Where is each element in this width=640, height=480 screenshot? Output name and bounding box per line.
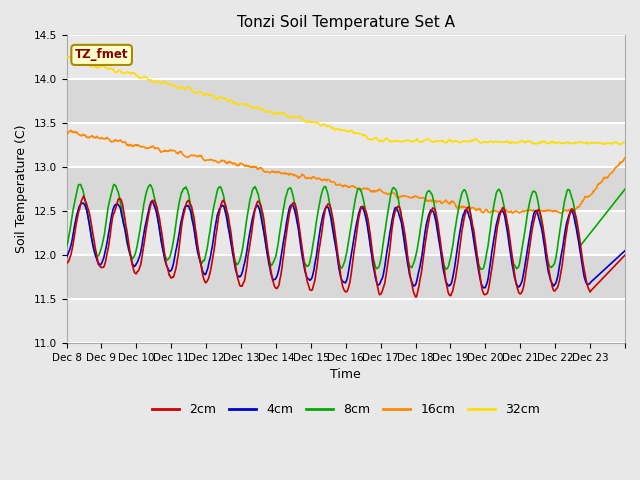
- Bar: [67, 255, 625, 299]
- Bar: [67, 123, 625, 167]
- Title: Tonzi Soil Temperature Set A: Tonzi Soil Temperature Set A: [237, 15, 455, 30]
- X-axis label: Time: Time: [330, 368, 361, 381]
- Bar: [67, 79, 625, 123]
- Bar: [67, 211, 625, 255]
- Bar: [67, 299, 625, 343]
- Bar: [67, 36, 625, 79]
- Text: TZ_fmet: TZ_fmet: [75, 48, 129, 61]
- Y-axis label: Soil Temperature (C): Soil Temperature (C): [15, 125, 28, 253]
- Legend: 2cm, 4cm, 8cm, 16cm, 32cm: 2cm, 4cm, 8cm, 16cm, 32cm: [147, 398, 545, 421]
- Bar: [67, 167, 625, 211]
